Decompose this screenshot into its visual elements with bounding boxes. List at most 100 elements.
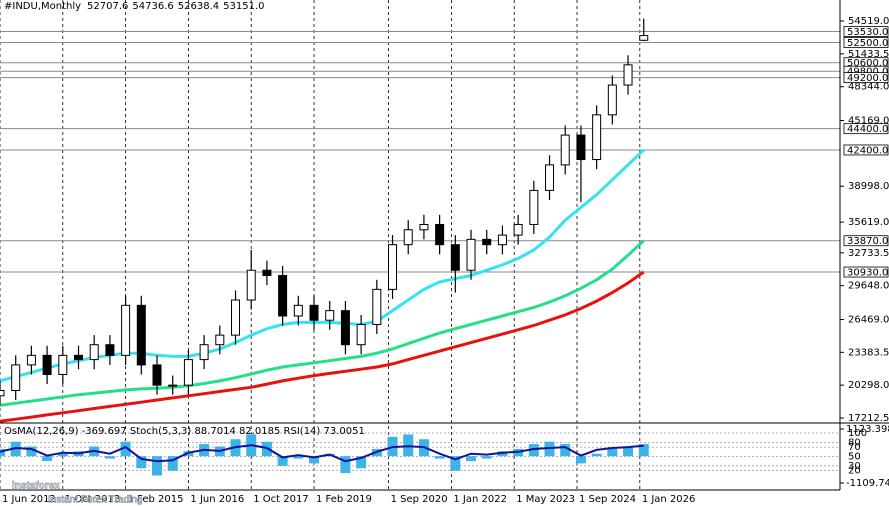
- ohlc-value: 52638.4: [178, 1, 219, 12]
- candle-body: [11, 364, 21, 391]
- candle-body: [0, 389, 5, 397]
- ohlc-values: 52707.6 54736.6 52638.4 53151.0: [87, 1, 264, 12]
- osma-tick-label: 1123.398: [846, 424, 889, 435]
- candle-body: [231, 299, 241, 336]
- candle-body: [74, 354, 84, 361]
- x-tick-label: 1 Feb 2015: [128, 494, 184, 505]
- ohlc-value: 52707.6: [87, 1, 128, 12]
- rsi-tick-label: 100: [848, 428, 867, 439]
- ohlc-value: 53151.0: [223, 1, 264, 12]
- candle-body: [623, 64, 633, 86]
- candle-body: [513, 223, 523, 236]
- osma-bar: [277, 456, 288, 466]
- candle-body: [26, 354, 36, 366]
- watermark-subtitle: Instant Forex Trading: [48, 495, 143, 506]
- x-tick-label: 1 Jan 2022: [453, 494, 507, 505]
- y-tick-label: 35619.0: [848, 217, 889, 228]
- x-tick-label: 1 Sep 2024: [579, 494, 636, 505]
- x-tick-label: 1 May 2023: [516, 494, 575, 505]
- osma-bar: [42, 456, 53, 462]
- y-tick-label: 26469.0: [848, 314, 889, 325]
- rsi-tick-label: 50: [848, 452, 861, 463]
- candle-body: [560, 134, 570, 166]
- x-tick-label: 1 Jan 2026: [642, 494, 696, 505]
- candle-body: [293, 304, 303, 317]
- y-tick-label: 20298.0: [848, 380, 889, 391]
- candle-body: [121, 304, 131, 356]
- osma-bar: [623, 446, 634, 457]
- osma-bar: [57, 453, 68, 457]
- osma-bar: [356, 456, 367, 469]
- candle-body: [592, 114, 602, 161]
- osma-tick-label: -1109.741: [846, 478, 889, 489]
- level-box: [843, 266, 889, 278]
- rsi-tick-label: 70: [848, 442, 861, 453]
- symbol: #INDU,Monthly: [4, 1, 81, 12]
- rsi-tick-label: 20: [848, 466, 861, 477]
- y-tick-label: 38998.0: [848, 181, 889, 192]
- candle-body: [419, 223, 429, 231]
- osma-bar: [293, 456, 304, 459]
- osma-bar: [466, 456, 477, 462]
- ohlc-value: 54736.6: [132, 1, 173, 12]
- osma-bar: [340, 456, 351, 474]
- x-tick-label: 1 Sep 2020: [391, 494, 448, 505]
- candle-body: [497, 234, 507, 246]
- osma-bar: [497, 451, 508, 457]
- y-tick-label: 45169.0: [848, 116, 889, 127]
- sub-pane: [0, 432, 840, 476]
- osma-bar: [560, 444, 571, 457]
- candle-body: [340, 310, 350, 346]
- osma-bar: [152, 456, 163, 476]
- x-tick-label: 1 Oct 2013: [65, 494, 120, 505]
- x-tick-label: 1 Jun 2016: [190, 494, 244, 505]
- y-tick-label: 48344.0: [848, 82, 889, 93]
- candle-body: [136, 304, 146, 366]
- level-label: 44400.0: [847, 124, 888, 135]
- y-tick-label: 17212.5: [848, 413, 889, 424]
- y-tick-label: 51433.5: [848, 49, 889, 60]
- osma-bar: [104, 456, 115, 459]
- osma-bar: [450, 456, 461, 471]
- candle-body: [607, 84, 617, 116]
- y-tick-label: 32733.5: [848, 248, 889, 259]
- candle-body: [450, 244, 460, 271]
- candle-body: [435, 223, 445, 246]
- candle-body: [309, 304, 319, 321]
- osma-bar: [591, 453, 602, 457]
- level-label: 50600.0: [847, 58, 888, 69]
- candle-body: [246, 269, 256, 301]
- y-tick-label: 29648.0: [848, 281, 889, 292]
- level-label: 33870.0: [847, 236, 888, 247]
- level-box: [843, 37, 889, 48]
- level-box: [843, 26, 889, 37]
- rsi-tick-label: 30: [848, 461, 861, 472]
- level-label: 30930.0: [847, 268, 888, 279]
- y-tick-label: 23383.5: [848, 347, 889, 358]
- candle-body: [529, 189, 539, 225]
- rsi-tick-label: 80: [848, 437, 861, 448]
- rsi-line: [0, 444, 644, 463]
- level-label: 52500.0: [847, 38, 888, 49]
- level-label: 53530.0: [847, 27, 888, 38]
- candle-body: [325, 310, 335, 321]
- candle-body: [262, 269, 272, 277]
- candle-body: [466, 238, 476, 271]
- candle-body: [199, 344, 209, 361]
- candle-body: [152, 364, 162, 386]
- level-box: [843, 235, 889, 247]
- candle-body: [639, 35, 649, 41]
- y-tick-label: 54519.0: [848, 16, 889, 27]
- osma-bar: [481, 456, 492, 459]
- grid: [0, 0, 840, 490]
- candle-body: [215, 334, 225, 346]
- candle-body: [403, 229, 413, 246]
- level-box: [843, 123, 889, 135]
- candle-body: [105, 344, 115, 356]
- osma-bar: [26, 446, 37, 457]
- level-label: 49200.0: [847, 73, 888, 84]
- osma-bar: [528, 444, 539, 457]
- candle-body: [356, 323, 366, 346]
